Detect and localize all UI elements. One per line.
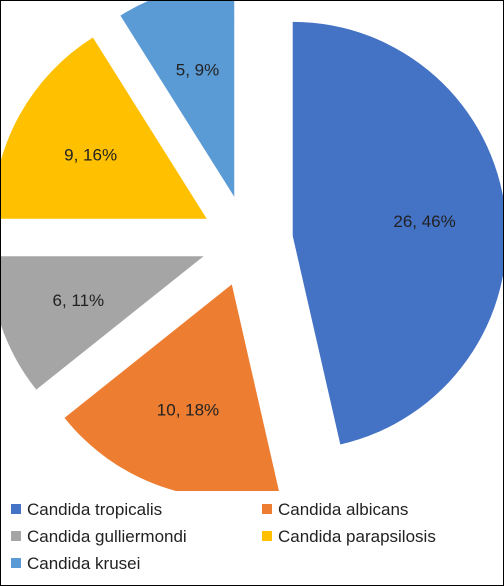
legend-item-parapsilosis: Candida parapsilosis (262, 525, 436, 549)
pie-slice-parapsilosis (1, 37, 207, 219)
pie-chart: 26, 46% 10, 18% 6, 11% 9, 16% 5, 9% (1, 1, 503, 491)
legend: Candida tropicalis Candida albicans Cand… (11, 498, 501, 579)
legend-swatch-krusei (11, 558, 21, 568)
data-label-albicans: 10, 18% (157, 401, 219, 420)
pie-slice-krusei (120, 1, 235, 197)
legend-label-albicans: Candida albicans (278, 500, 409, 519)
data-label-gulliermondi: 6, 11% (53, 291, 105, 310)
legend-item-gulliermondi: Candida gulliermondi (11, 525, 187, 549)
legend-label-tropicalis: Candida tropicalis (27, 500, 163, 519)
data-label-tropicalis: 26, 46% (393, 212, 455, 231)
legend-item-krusei: Candida krusei (11, 552, 140, 576)
data-label-krusei: 5, 9% (176, 60, 219, 79)
pie-slice-albicans (64, 284, 279, 491)
pie-slice-tropicalis (292, 21, 503, 445)
legend-swatch-parapsilosis (262, 531, 272, 541)
legend-label-parapsilosis: Candida parapsilosis (278, 527, 436, 546)
pie-slice-gulliermondi (1, 256, 204, 390)
legend-label-gulliermondi: Candida gulliermondi (27, 527, 187, 546)
legend-label-krusei: Candida krusei (27, 554, 141, 573)
legend-swatch-tropicalis (11, 504, 21, 514)
data-label-parapsilosis: 9, 16% (64, 146, 117, 165)
legend-swatch-gulliermondi (11, 531, 21, 541)
legend-item-albicans: Candida albicans (262, 498, 408, 522)
legend-item-tropicalis: Candida tropicalis (11, 498, 162, 522)
legend-swatch-albicans (262, 504, 272, 514)
